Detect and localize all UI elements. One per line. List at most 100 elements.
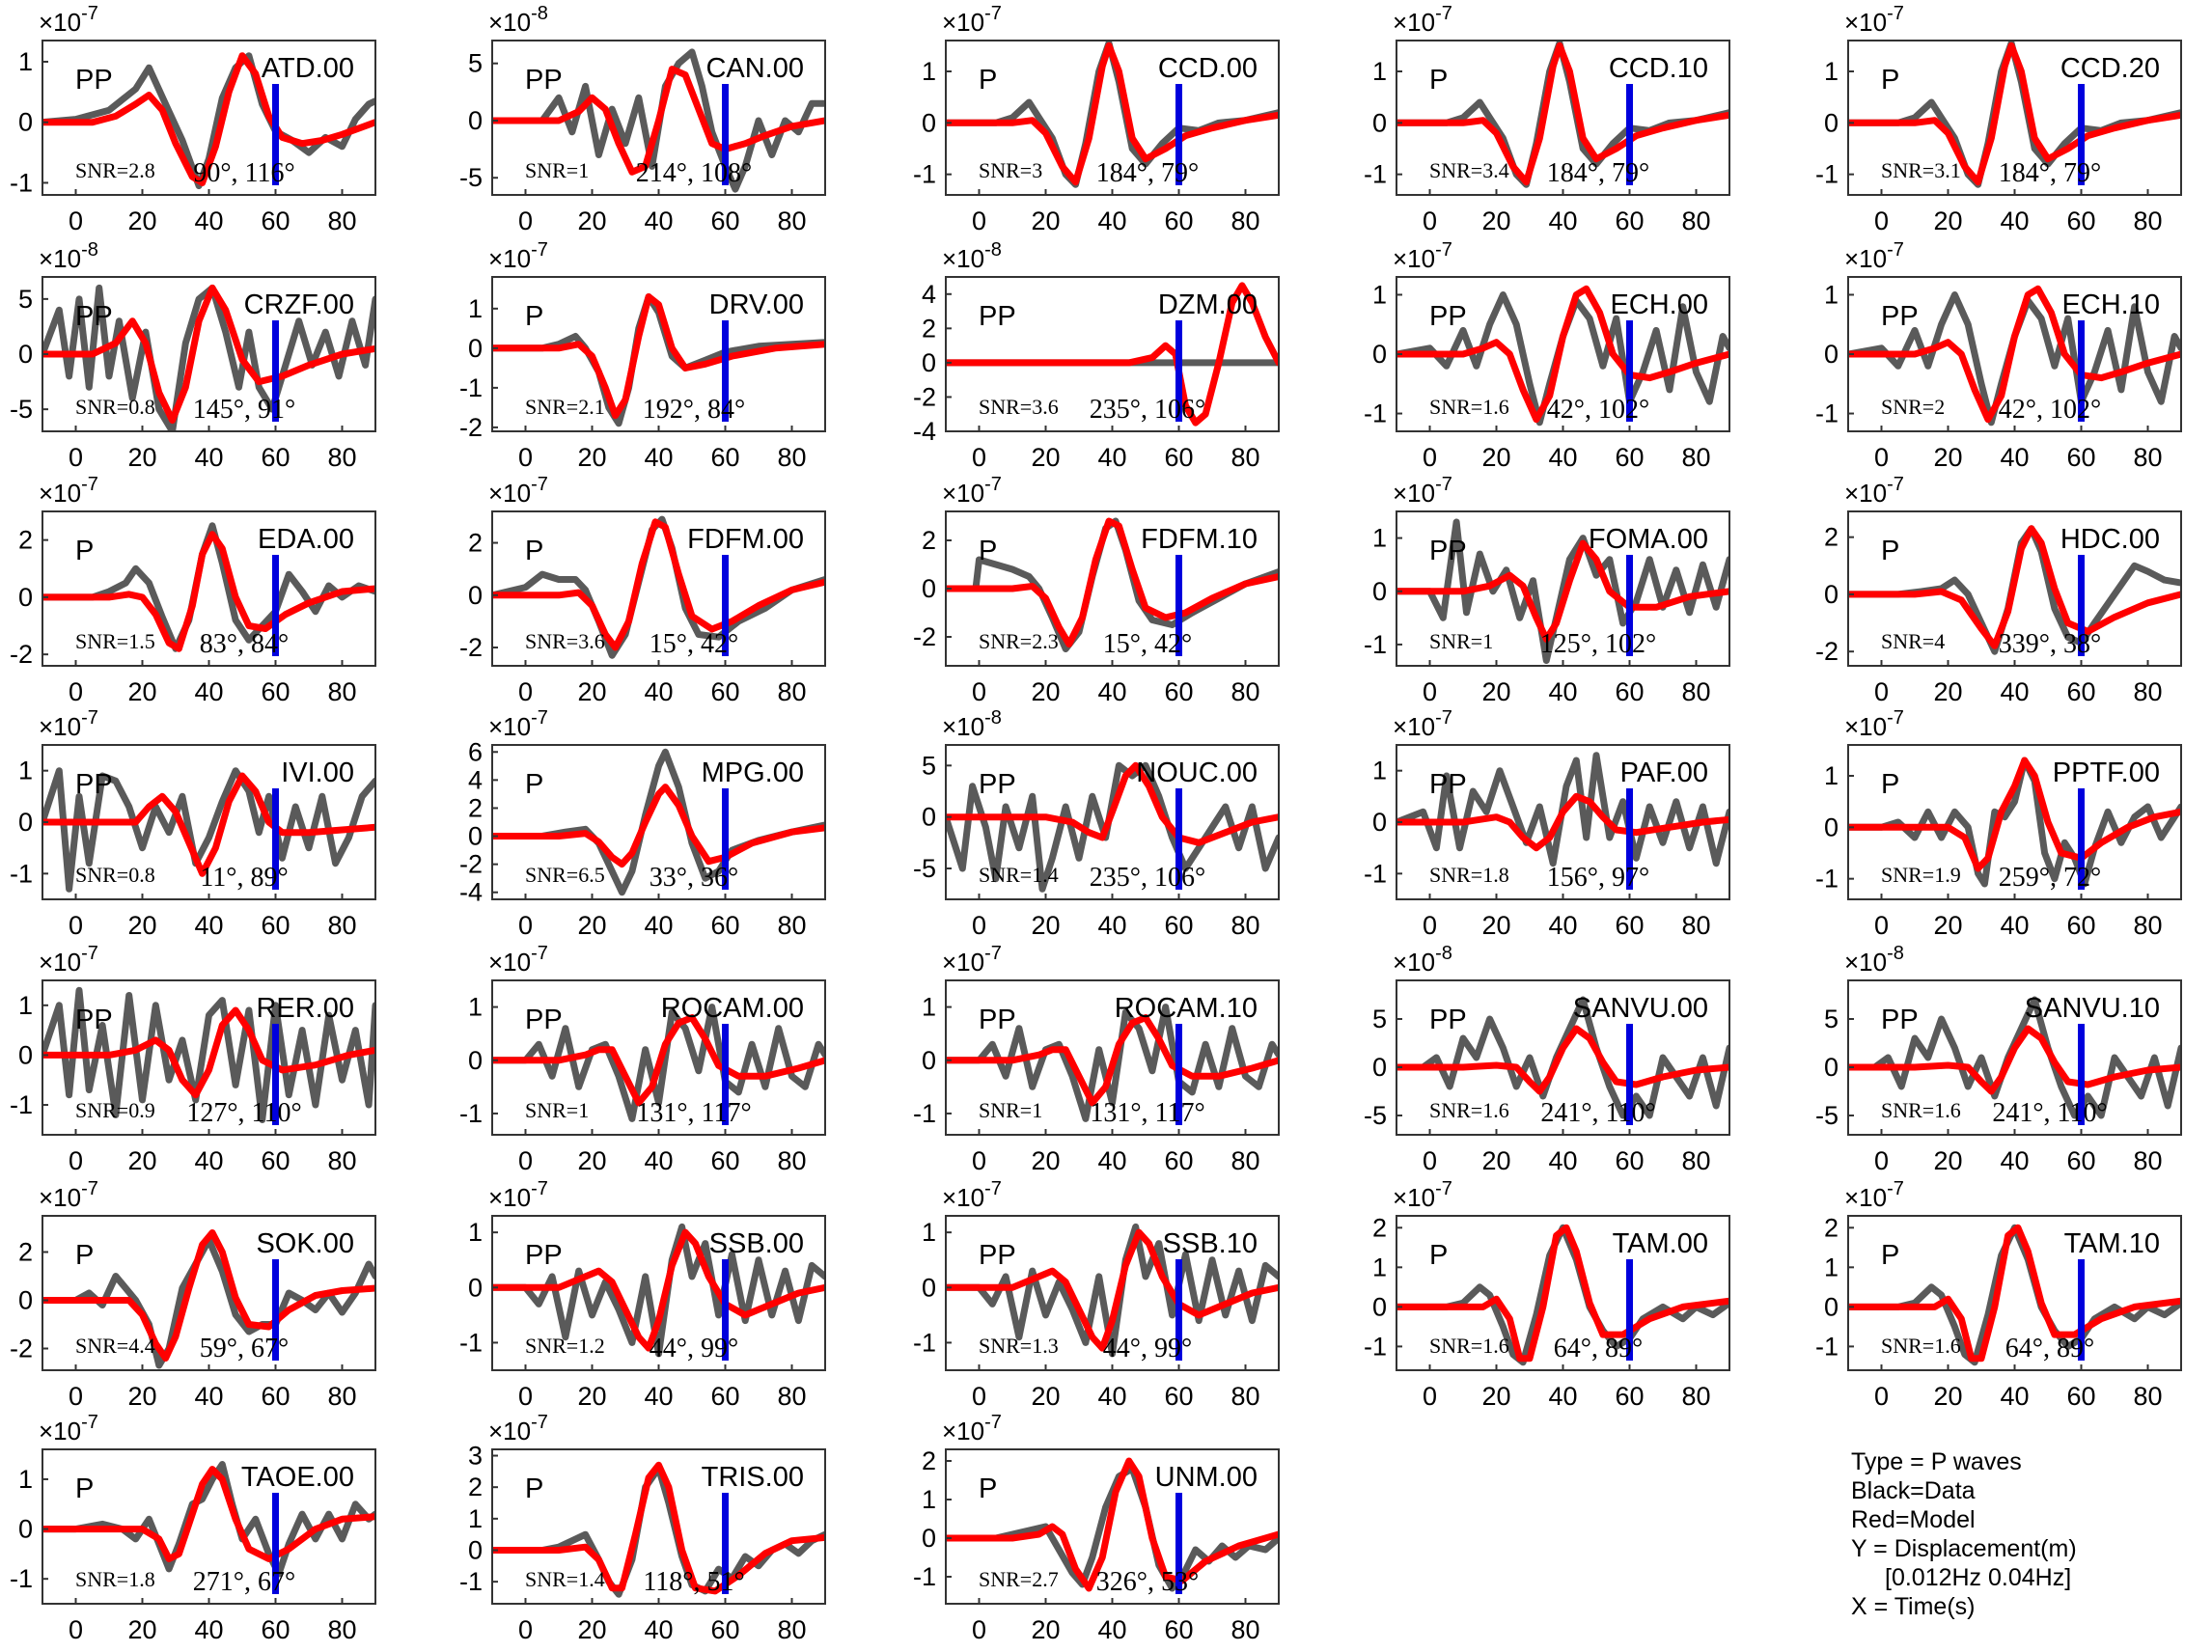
station-label: SANVU.00 [1573,993,1708,1024]
model-trace [1848,41,2181,186]
y-tick-label: 1 [18,757,33,785]
phase-label: P [75,1473,94,1504]
legend-type: Type = P waves [1851,1448,2022,1475]
x-tick-label: 60 [1164,1382,1193,1411]
y-tick-label: 1 [18,991,33,1020]
angles-label: 42°, 102° [1547,395,1649,425]
y-tick-label: -5 [459,163,483,192]
phase-label: PP [979,769,1016,800]
x-tick-label: 60 [2066,1382,2095,1411]
x-tick-label: 60 [2066,911,2095,940]
x-tick-label: 40 [1548,443,1577,472]
exponent-label: ×10-7 [1393,239,1452,273]
x-tick-label: 40 [1548,206,1577,235]
angles-label: 44°, 99° [650,1334,738,1363]
phase-label: PP [1429,769,1467,800]
panel-ech-10: ×10-7 0 20 40 60 80 -1 0 1 PP ECH.10 SNR=2 42°, 102° [1815,239,2182,472]
station-label: TAM.00 [1613,1228,1708,1259]
station-label: CRZF.00 [244,289,354,320]
model-trace [946,282,1279,427]
legend-model: Red=Model [1851,1506,1976,1533]
angles-label: 259°, 72° [1999,863,2101,893]
phase-label: P [1881,1240,1899,1271]
y-tick-label: -1 [913,1562,936,1591]
x-tick-label: 40 [194,677,223,706]
angles-label: 64°, 89° [1554,1334,1643,1363]
data-trace [946,1004,1279,1122]
x-tick-label: 60 [710,1615,739,1644]
x-tick-label: 40 [1097,1615,1126,1644]
x-tick-label: 60 [1615,911,1644,940]
x-tick-label: 0 [1423,1146,1437,1175]
x-tick-label: 20 [1933,677,1962,706]
snr-label: SNR=1.6 [1881,1334,1961,1358]
phase-label: PP [1429,536,1467,566]
phase-label: PP [1881,301,1919,332]
x-tick-label: 40 [644,677,673,706]
y-tick-label: -4 [459,878,483,907]
x-tick-label: 0 [1423,677,1437,706]
x-tick-label: 40 [2000,911,2029,940]
x-tick-label: 20 [1481,1146,1510,1175]
angles-label: 192°, 84° [643,395,745,425]
y-tick-label: -1 [10,1564,33,1593]
station-label: FOMA.00 [1589,524,1708,555]
x-tick-label: 60 [261,206,290,235]
y-tick-label: 5 [922,751,936,780]
snr-label: SNR=3 [979,158,1042,182]
legend-y-axis: Y = Displacement(m) [1851,1535,2077,1562]
y-tick-label: 1 [1372,57,1387,86]
x-tick-label: 80 [777,1146,806,1175]
y-tick-label: 0 [922,1524,936,1553]
x-tick-label: 80 [1681,677,1710,706]
x-tick-label: 20 [1481,1382,1510,1411]
y-tick-label: -2 [459,413,483,442]
x-tick-label: 20 [577,677,606,706]
snr-label: SNR=3.6 [979,395,1059,419]
y-tick-label: -1 [913,160,936,189]
y-tick-label: -1 [1815,865,1839,894]
y-tick-label: -1 [1364,1332,1387,1361]
phase-label: PP [75,65,113,96]
exponent-label: ×10-7 [1844,1178,1904,1212]
angles-label: 145°, 91° [193,395,295,425]
y-tick-label: -1 [1815,160,1839,189]
x-tick-label: 20 [1481,206,1510,235]
panel-ech-00: ×10-7 0 20 40 60 80 -1 0 1 PP ECH.00 SNR=1.6 42°, 10… [1364,239,1730,472]
x-tick-label: 20 [1933,911,1962,940]
angles-label: 214°, 108° [636,158,752,188]
y-tick-label: -1 [459,1567,483,1596]
snr-label: SNR=1.2 [525,1334,605,1358]
x-tick-label: 80 [1681,911,1710,940]
exponent-power: -7 [81,1412,98,1433]
exponent-label: ×10-7 [39,3,98,37]
station-label: ECH.10 [2061,289,2160,320]
y-tick-label: -2 [913,622,936,651]
x-tick-label: 80 [1681,1146,1710,1175]
y-tick-label: 0 [468,1046,483,1075]
x-tick-label: 20 [1481,677,1510,706]
phase-label: P [525,769,543,800]
x-tick-label: 40 [1548,911,1577,940]
y-tick-label: 1 [468,993,483,1022]
y-tick-label: 0 [922,803,936,832]
snr-label: SNR=0.8 [75,863,155,887]
x-tick-label: 60 [1164,911,1193,940]
x-tick-label: 60 [1615,1146,1644,1175]
legend-block: Type = P waves Black=Data Red=Model Y = … [1851,1447,2077,1621]
x-tick-label: 60 [1615,206,1644,235]
panel-crzf-00: ×10-8 0 20 40 60 80 -5 0 5 PP CRZF.00 SNR=0.8 145°, … [10,239,376,472]
y-tick-label: 1 [1372,280,1387,309]
y-tick-label: 0 [468,106,483,135]
y-tick-label: 0 [922,348,936,377]
x-tick-label: 0 [972,1146,986,1175]
y-tick-label: 0 [18,340,33,369]
angles-label: 131°, 117° [1090,1098,1204,1128]
y-tick-label: 1 [1372,524,1387,553]
exponent-power: -7 [1435,474,1452,495]
station-label: TAOE.00 [241,1462,354,1493]
station-label: FDFM.10 [1141,524,1258,555]
exponent-label: ×10-7 [942,1178,1002,1212]
x-tick-label: 80 [327,206,356,235]
